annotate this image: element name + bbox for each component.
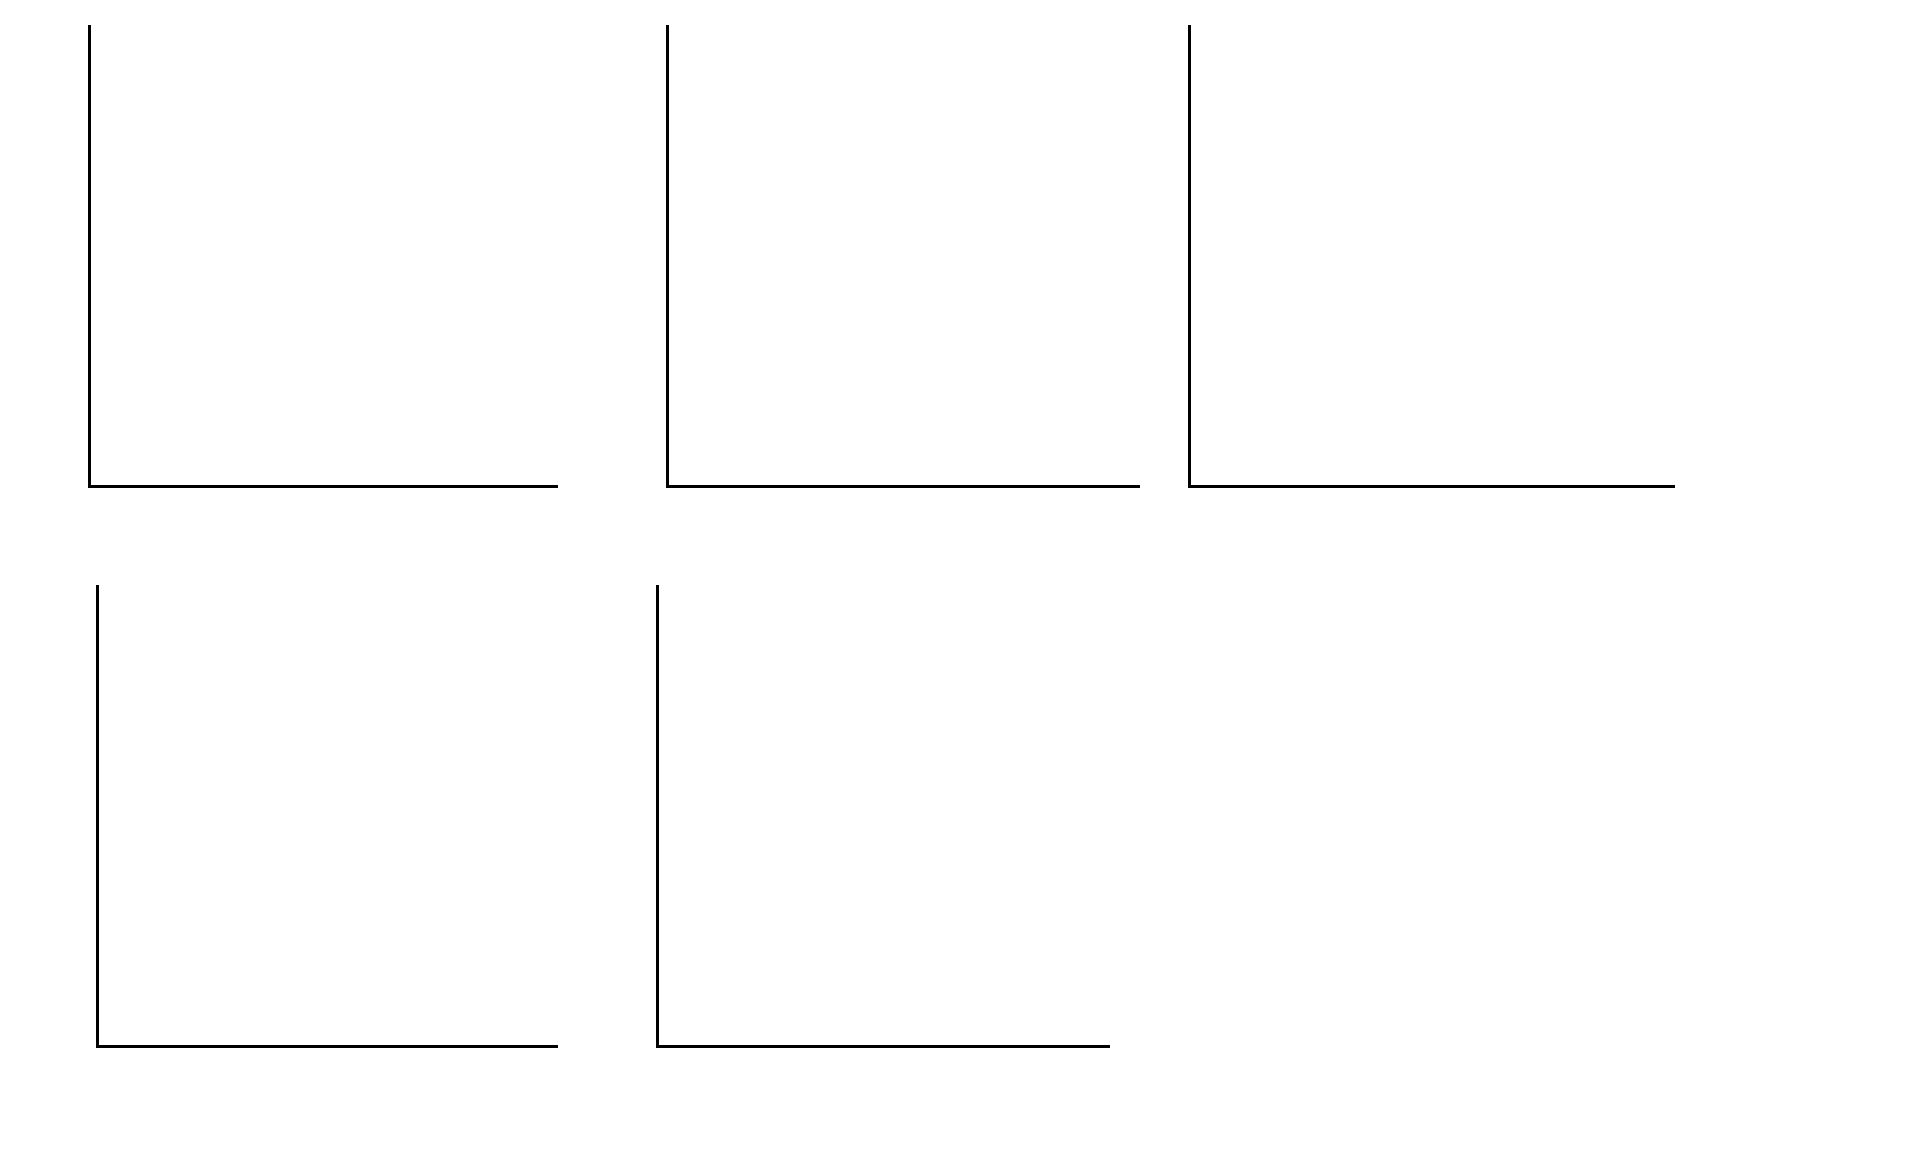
singlet-dot-icon <box>1742 480 1753 491</box>
doublet-dot-icon <box>1742 525 1753 536</box>
panel-second-md-vs-log-mrna <box>96 585 558 1048</box>
legend-item-negative <box>1712 553 1920 598</box>
legend <box>1712 446 1920 598</box>
legend-item-singlet <box>1712 463 1920 508</box>
panel-md-ratio-vs-log-mrna <box>656 585 1110 1048</box>
negative-dot-icon <box>1742 570 1753 581</box>
legend-items <box>1712 463 1920 598</box>
scatter-canvas <box>1191 25 1491 175</box>
scatter-canvas <box>659 585 959 735</box>
panel-md-ratio-vs-log-hto <box>1188 25 1675 488</box>
scatter-canvas <box>99 585 399 735</box>
scatter-canvas <box>91 25 391 175</box>
panel-log-mrna-vs-log-hto <box>88 25 558 488</box>
legend-item-doublet <box>1712 508 1920 553</box>
panel-second-md-vs-log-hto <box>666 25 1140 488</box>
scatter-canvas <box>669 25 969 175</box>
